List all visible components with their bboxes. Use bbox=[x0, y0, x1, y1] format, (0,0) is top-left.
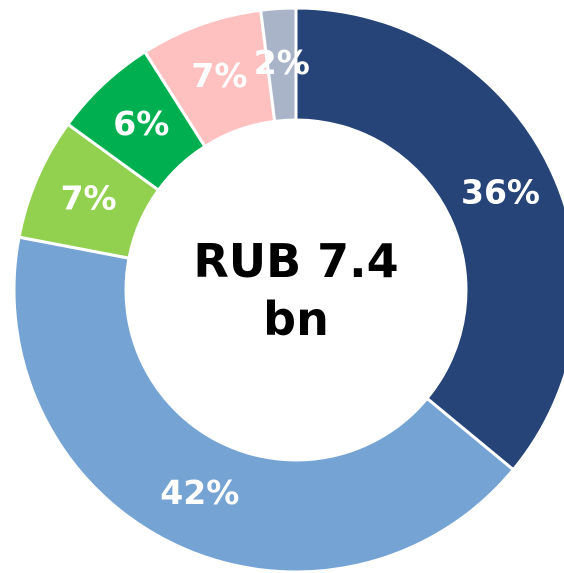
center-label: RUB 7.4 bn bbox=[193, 234, 399, 346]
donut-segment bbox=[258, 6, 298, 124]
data-label: 6% bbox=[113, 104, 169, 143]
donut-segment bbox=[12, 235, 516, 573]
data-label: 7% bbox=[191, 56, 247, 95]
data-label: 7% bbox=[61, 179, 117, 218]
data-label: 42% bbox=[160, 473, 239, 512]
donut-segment bbox=[294, 6, 564, 472]
data-label: 2% bbox=[254, 43, 310, 82]
data-label: 36% bbox=[461, 172, 540, 211]
